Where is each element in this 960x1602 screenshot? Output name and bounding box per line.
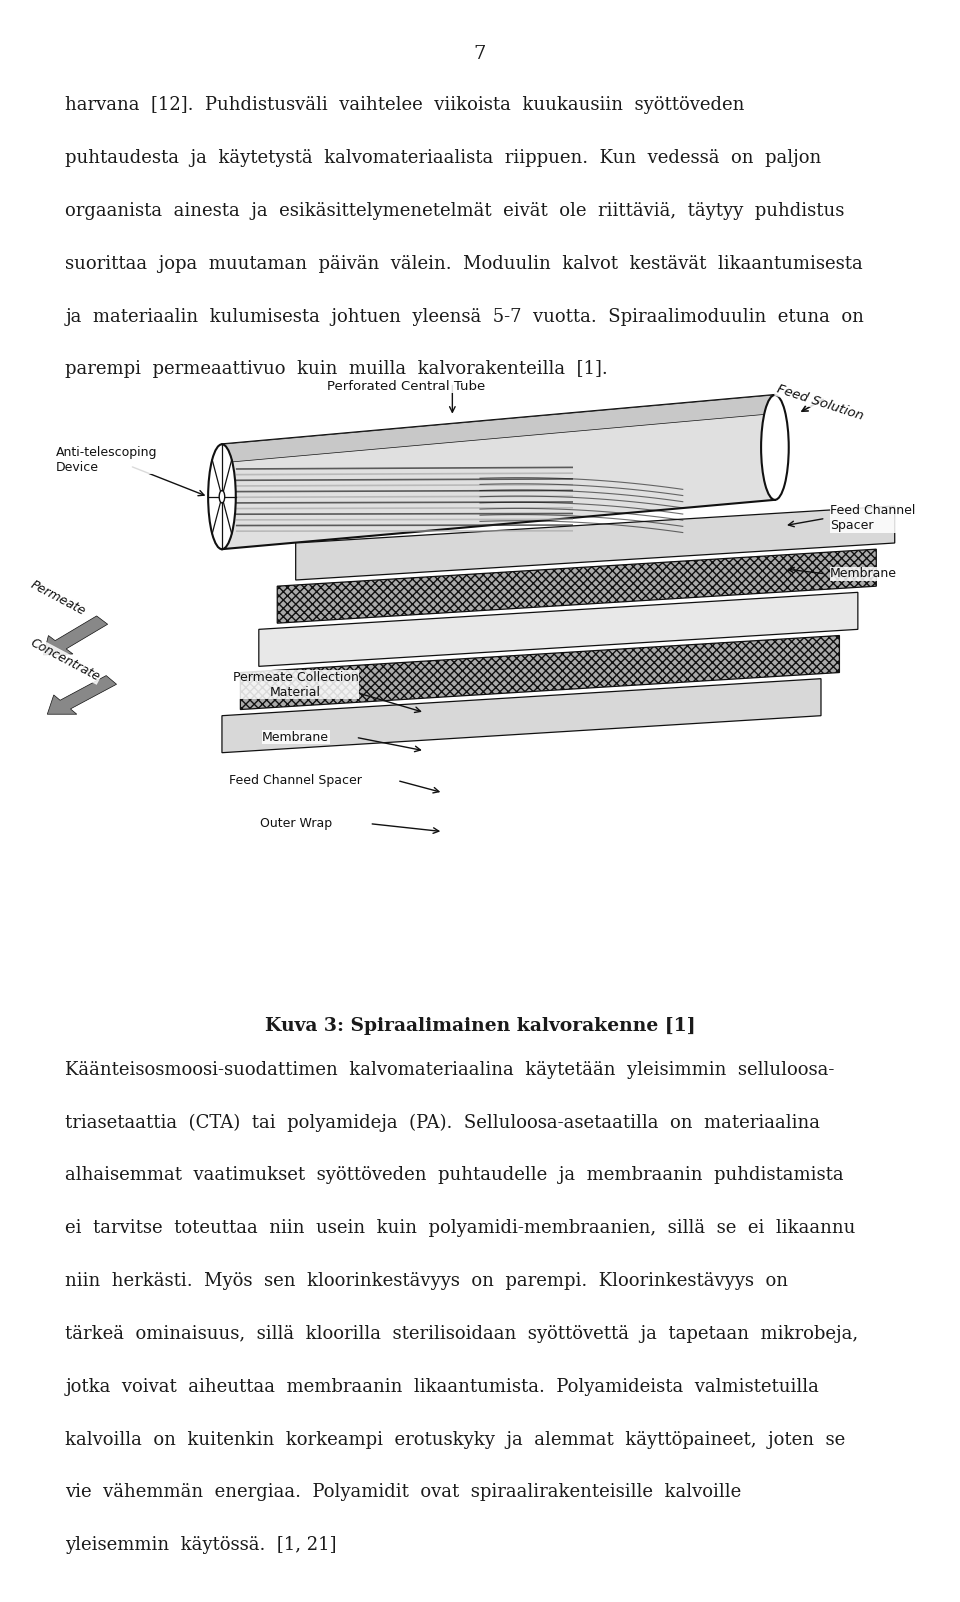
Text: jotka  voivat  aiheuttaa  membraanin  likaantumista.  Polyamideista  valmistetui: jotka voivat aiheuttaa membraanin likaan… bbox=[65, 1378, 819, 1395]
Text: niin  herkästi.  Myös  sen  kloorinkestävyys  on  parempi.  Kloorinkestävyys  on: niin herkästi. Myös sen kloorinkestävyys… bbox=[65, 1272, 788, 1290]
Text: Anti-telescoping
Device: Anti-telescoping Device bbox=[56, 445, 157, 474]
Text: Outer Wrap: Outer Wrap bbox=[259, 817, 332, 830]
Ellipse shape bbox=[208, 444, 236, 549]
Text: Membrane: Membrane bbox=[262, 731, 329, 743]
Text: Feed Channel Spacer: Feed Channel Spacer bbox=[229, 774, 362, 787]
Text: Feed Channel
Spacer: Feed Channel Spacer bbox=[830, 505, 916, 532]
Polygon shape bbox=[277, 549, 876, 623]
Polygon shape bbox=[222, 679, 821, 753]
Polygon shape bbox=[222, 396, 775, 463]
Text: yleisemmin  käytössä.  [1, 21]: yleisemmin käytössä. [1, 21] bbox=[65, 1536, 337, 1554]
Text: ei  tarvitse  toteuttaa  niin  usein  kuin  polyamidi-membraanien,  sillä  se  e: ei tarvitse toteuttaa niin usein kuin po… bbox=[65, 1219, 855, 1237]
Text: Concentrate: Concentrate bbox=[29, 636, 103, 684]
Text: Perforated Central Tube: Perforated Central Tube bbox=[327, 380, 486, 392]
Polygon shape bbox=[222, 396, 775, 549]
Polygon shape bbox=[259, 593, 858, 666]
Text: orgaanista  ainesta  ja  esikäsittelymenetelmät  eivät  ole  riittäviä,  täytyy : orgaanista ainesta ja esikäsittelymenete… bbox=[65, 202, 845, 219]
Text: puhtaudesta  ja  käytetystä  kalvomateriaalista  riippuen.  Kun  vedessä  on  pa: puhtaudesta ja käytetystä kalvomateriaal… bbox=[65, 149, 822, 167]
Text: Käänteisosmoosi­suodattimen  kalvomateriaalina  käytetään  yleisimmin  selluloos: Käänteisosmoosi­suodattimen kalvomateria… bbox=[65, 1061, 834, 1078]
Text: Permeate: Permeate bbox=[29, 578, 88, 618]
Text: harvana  [12].  Puhdistusväli  vaihtelee  viikoista  kuukausiin  syöttöveden: harvana [12]. Puhdistusväli vaihtelee vi… bbox=[65, 96, 745, 114]
Text: triasetaattia  (CTA)  tai  polyamideja  (PA).  Selluloosa-asetaatilla  on  mater: triasetaattia (CTA) tai polyamideja (PA)… bbox=[65, 1113, 820, 1131]
Text: 7: 7 bbox=[474, 45, 486, 62]
Text: Membrane: Membrane bbox=[830, 567, 898, 580]
Text: alhaisemmat  vaatimukset  syöttöveden  puhtaudelle  ja  membraanin  puhdistamist: alhaisemmat vaatimukset syöttöveden puht… bbox=[65, 1166, 844, 1184]
Text: Kuva 3: Spiraalimainen kalvorakenne [1]: Kuva 3: Spiraalimainen kalvorakenne [1] bbox=[265, 1017, 695, 1035]
Text: suorittaa  jopa  muutaman  päivän  välein.  Moduulin  kalvot  kestävät  likaantu: suorittaa jopa muutaman päivän välein. M… bbox=[65, 255, 863, 272]
Text: Feed Solution: Feed Solution bbox=[775, 383, 865, 423]
Text: parempi  permeaattivuo  kuin  muilla  kalvorakenteilla  [1].: parempi permeaattivuo kuin muilla kalvor… bbox=[65, 360, 608, 378]
FancyArrow shape bbox=[43, 615, 108, 655]
Polygon shape bbox=[296, 506, 895, 580]
Ellipse shape bbox=[761, 396, 789, 500]
Text: kalvoilla  on  kuitenkin  korkeampi  erotuskyky  ja  alemmat  käyttöpaineet,  jo: kalvoilla on kuitenkin korkeampi erotusk… bbox=[65, 1431, 846, 1448]
Text: ja  materiaalin  kulumisesta  johtuen  yleensä  5-7  vuotta.  Spiraalimoduulin  : ja materiaalin kulumisesta johtuen yleen… bbox=[65, 308, 864, 325]
Text: vie  vähemmän  energiaa.  Polyamidit  ovat  spiraalirakenteisille  kalvoille: vie vähemmän energiaa. Polyamidit ovat s… bbox=[65, 1483, 741, 1501]
Text: Permeate Collection
Material: Permeate Collection Material bbox=[232, 671, 359, 698]
Ellipse shape bbox=[219, 490, 225, 503]
Text: tärkeä  ominaisuus,  sillä  kloorilla  sterilisoidaan  syöttövettä  ja  tapetaan: tärkeä ominaisuus, sillä kloorilla steri… bbox=[65, 1325, 858, 1342]
Polygon shape bbox=[240, 636, 839, 710]
FancyArrow shape bbox=[47, 676, 116, 714]
